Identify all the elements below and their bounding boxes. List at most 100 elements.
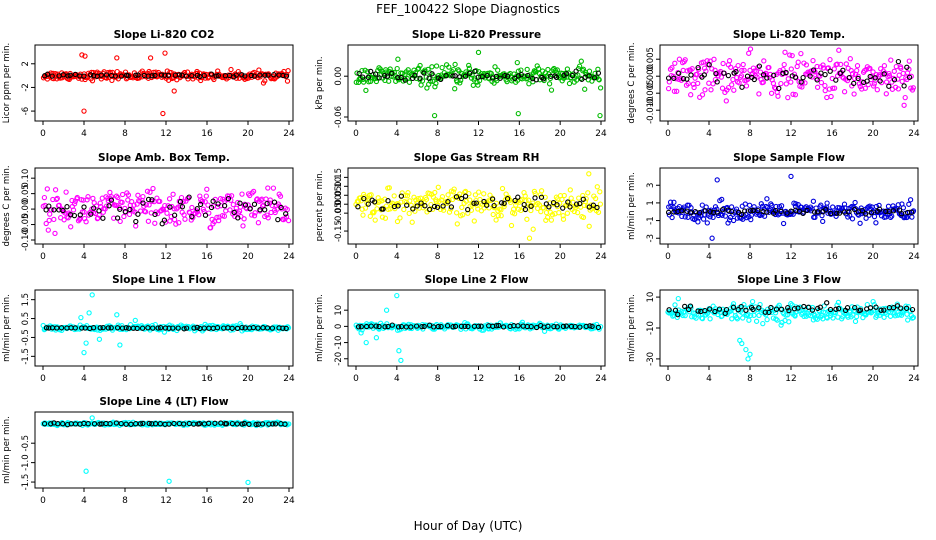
y-tick-label: 0.10 [21,169,31,188]
data-point [265,215,271,221]
data-point [402,77,408,83]
x-tick-label: 0 [40,374,46,384]
data-point [676,56,683,62]
data-point [597,85,604,91]
panel-3: Slope Li-820 Temp. degrees C per min. 0 4 8 1… [627,29,920,139]
data-point [851,206,858,213]
panel-2: Slope Li-820 Pressure kPa per min. 0 4 8 12 16… [315,29,607,139]
data-point [890,208,897,214]
data-point [423,74,429,80]
data-point [760,79,766,85]
data-point [814,77,820,83]
data-point [548,87,555,93]
data-point [730,304,737,310]
data-point [702,87,708,93]
y-tick-label: 0.5 [21,312,31,326]
data-point [439,64,445,71]
outlier-point [747,351,753,357]
data-point [246,421,252,427]
data-point [267,197,273,203]
data-point [560,205,566,211]
data-point [750,65,757,71]
data-point [386,78,392,84]
data-point [834,210,840,216]
data-point [377,198,383,204]
data-point [48,207,55,213]
data-point [747,207,754,214]
data-point [355,204,361,210]
data-point [112,73,118,79]
data-point [157,325,164,331]
y-tick-label: -0.05 [334,202,344,224]
data-point [742,201,748,207]
data-point [422,67,428,73]
x-tick-label: 16 [826,252,838,262]
data-point [433,63,440,69]
data-point [252,210,258,216]
outlier-point [81,108,87,114]
data-point [708,87,714,93]
x-tick-label: 12 [473,252,484,262]
data-point [731,87,737,93]
data-point [234,421,240,427]
data-point [546,81,553,87]
x-tick-label: 20 [242,374,254,384]
x-tick-label: 20 [867,252,879,262]
data-point [822,82,828,89]
data-point [820,218,826,225]
y-axis-label: kPa per min. [315,56,325,109]
data-point [382,324,388,330]
outlier-point [147,55,154,61]
data-point [275,216,281,223]
x-tick-label: 16 [201,496,213,506]
data-point [836,47,842,53]
data-point [597,201,604,207]
data-point [451,186,457,192]
data-point [768,90,775,96]
data-point [830,204,836,210]
data-point [788,79,794,85]
data-point [495,212,501,219]
data-point [215,201,221,207]
data-point [849,71,856,77]
data-point [489,196,496,202]
data-point [183,325,190,331]
data-point [587,323,593,329]
data-point [760,72,767,78]
data-point [739,84,745,90]
y-tick-label: 0.00 [334,195,344,214]
data-point [189,213,195,220]
data-point [265,72,271,78]
series-2 [355,322,602,331]
data-point [212,420,218,426]
data-point [139,325,146,331]
data-point [202,212,209,218]
data-point [88,211,94,217]
data-point [41,194,48,201]
data-point [718,74,725,80]
data-point [885,203,892,209]
data-point [418,195,424,201]
data-point [580,214,587,221]
data-point [518,71,524,78]
data-point [214,325,221,331]
data-point [458,323,465,329]
data-point [563,71,570,77]
data-point [881,71,887,77]
y-tick-label: -2 [21,83,31,91]
outlier-point [745,356,751,362]
data-point [196,212,202,218]
data-point [854,67,860,74]
data-point [832,309,839,316]
data-point [792,313,798,319]
data-point [262,78,268,84]
y-axis-label: percent per min. [315,171,325,242]
data-point [283,325,289,332]
data-point [864,78,870,84]
data-point [792,92,799,98]
data-point [739,67,745,74]
data-point [135,211,141,217]
data-point [265,185,271,191]
data-point [665,75,672,81]
data-point [756,91,762,97]
